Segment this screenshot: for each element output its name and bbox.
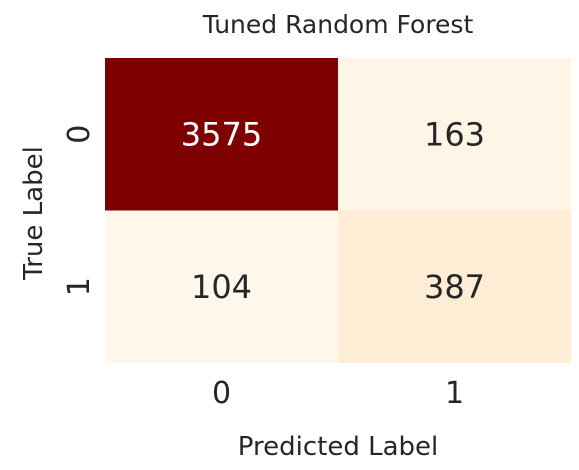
cell-value-label-1-1: 387 (424, 268, 485, 306)
cell-value-label-0-1: 163 (424, 115, 485, 153)
chart-title: Tuned Random Forest (202, 10, 474, 39)
heatmap-cells: 3575 163 104 387 (105, 58, 571, 363)
x-tick-label-0: 0 (212, 376, 231, 411)
heatmap-cell-0-1 (338, 58, 571, 211)
y-tick-label-0: 0 (62, 125, 97, 144)
heatmap-cell-1-1 (338, 210, 571, 363)
x-tick-label-1: 1 (445, 376, 464, 411)
y-tick-labels: 01 (62, 125, 97, 297)
y-axis-label: True Label (19, 146, 49, 281)
heatmap-cell-1-0 (105, 210, 338, 363)
y-tick-label-1: 1 (62, 277, 97, 296)
heatmap-cell-0-0 (105, 58, 338, 211)
x-axis-label: Predicted Label (238, 432, 438, 462)
cell-value-label-1-0: 104 (191, 268, 252, 306)
cell-value-label-0-0: 3575 (181, 115, 262, 153)
